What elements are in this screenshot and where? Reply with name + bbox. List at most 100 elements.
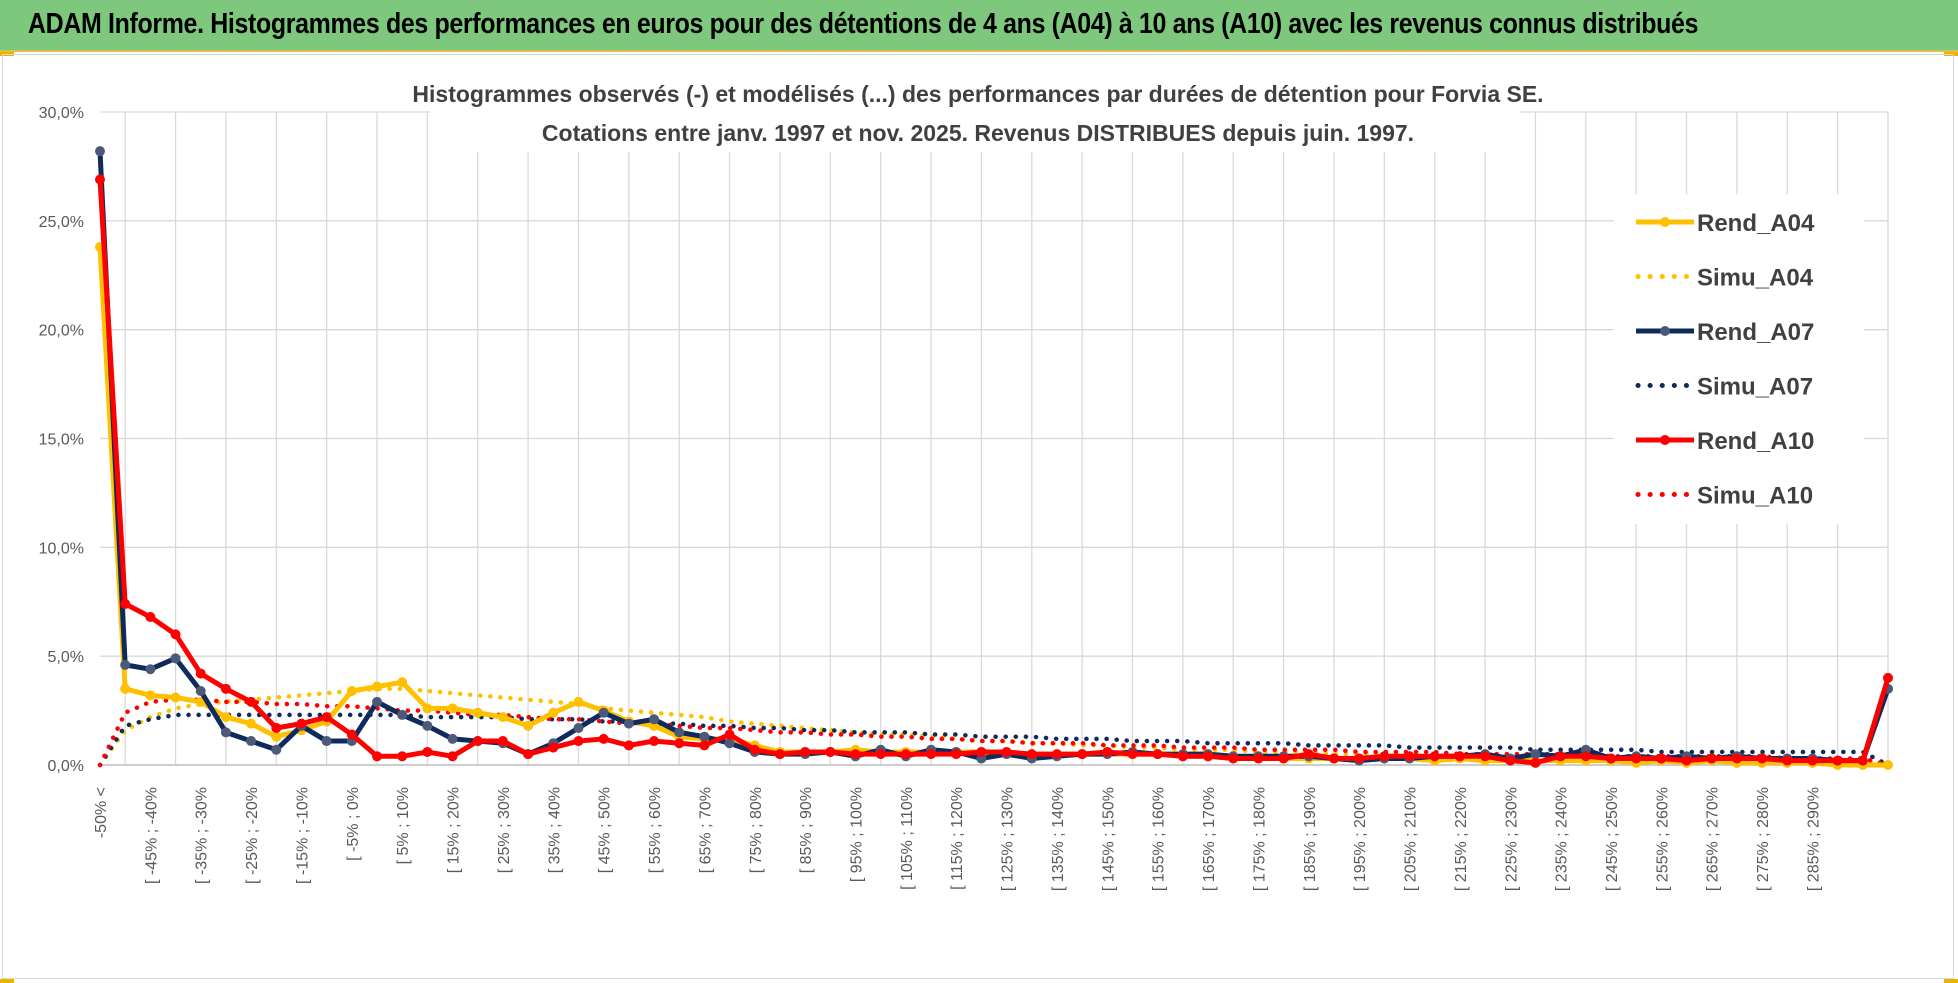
x-tick-label: [ 225% ; 230% <box>1503 787 1520 891</box>
data-point-Rend_A04 <box>422 703 433 714</box>
data-point-Rend_A10 <box>1555 751 1566 762</box>
data-point-Rend_A10 <box>1807 755 1818 766</box>
chart-title-block: Histogrammes observés (-) et modélisés (… <box>412 76 1544 152</box>
y-tick-label: 25,0% <box>39 214 84 231</box>
data-point-Rend_A10 <box>372 751 383 762</box>
data-point-Rend_A10 <box>1177 751 1188 762</box>
data-point-Rend_A10 <box>1026 749 1037 760</box>
x-tick-label: [ 55% ; 60% <box>647 787 664 873</box>
legend-marker <box>1660 326 1670 336</box>
x-tick-label: [ -15% ; -10% <box>294 787 311 884</box>
x-tick-label: [ 105% ; 110% <box>899 787 916 890</box>
y-tick-label: 20,0% <box>39 323 84 340</box>
data-point-Rend_A10 <box>397 751 408 762</box>
data-point-Rend_A10 <box>447 751 458 762</box>
chart-subtitle: Cotations entre janv. 1997 et nov. 2025.… <box>542 120 1414 146</box>
y-tick-label: 0,0% <box>48 758 84 775</box>
data-point-Rend_A10 <box>1782 755 1793 766</box>
report-banner: ADAM Informe. Histogrammes des performan… <box>0 0 1958 52</box>
legend-marker <box>1660 435 1670 445</box>
data-point-Rend_A10 <box>120 598 131 609</box>
data-point-Rend_A10 <box>976 746 987 757</box>
data-point-Rend_A10 <box>1580 751 1591 762</box>
data-point-Rend_A10 <box>926 749 937 760</box>
chart-title-background <box>430 76 1520 152</box>
data-point-Rend_A10 <box>800 746 811 757</box>
data-point-Rend_A10 <box>649 736 660 747</box>
data-point-Rend_A10 <box>1102 746 1113 757</box>
legend-label: Simu_A07 <box>1697 374 1813 401</box>
data-point-Rend_A04 <box>220 712 231 723</box>
data-point-Rend_A04 <box>497 712 508 723</box>
data-point-Rend_A10 <box>346 729 357 740</box>
data-point-Rend_A10 <box>1328 753 1339 764</box>
x-tick-label: [ 95% ; 100% <box>848 787 865 882</box>
data-point-Rend_A10 <box>220 683 231 694</box>
chart-title: Histogrammes observés (-) et modélisés (… <box>412 81 1543 107</box>
data-point-Rend_A10 <box>1127 749 1138 760</box>
data-point-Rend_A07 <box>397 709 408 720</box>
x-tick-label: -50% < <box>93 787 110 838</box>
legend-label: Rend_A07 <box>1697 319 1814 346</box>
data-point-Rend_A10 <box>1681 755 1692 766</box>
data-point-Rend_A10 <box>1203 751 1214 762</box>
data-point-Rend_A10 <box>1278 753 1289 764</box>
data-point-Rend_A04 <box>573 696 584 707</box>
data-point-Rend_A07 <box>145 664 156 675</box>
data-point-Rend_A04 <box>447 703 458 714</box>
x-tick-label: [ 25% ; 30% <box>496 787 513 873</box>
data-point-Rend_A10 <box>774 749 785 760</box>
data-point-Rend_A10 <box>1530 757 1541 768</box>
data-point-Rend_A10 <box>321 712 332 723</box>
data-point-Rend_A10 <box>1051 749 1062 760</box>
data-point-Rend_A04 <box>170 692 181 703</box>
data-point-Rend_A10 <box>195 668 206 679</box>
data-point-Rend_A07 <box>195 685 206 696</box>
data-point-Rend_A10 <box>1379 751 1390 762</box>
x-tick-label: [ -35% ; -30% <box>194 787 211 884</box>
x-tick-label: [ 245% ; 250% <box>1604 787 1621 891</box>
data-point-Rend_A04 <box>346 685 357 696</box>
x-tick-label: [ 215% ; 220% <box>1453 787 1470 891</box>
x-tick-label: [ -5% ; 0% <box>345 787 362 861</box>
x-axis-tick-labels: -50% < [ -45% ; -40% [ -35% ; -30% [ -25% ;… <box>93 787 1822 891</box>
data-point-Rend_A10 <box>850 749 861 760</box>
data-point-Rend_A10 <box>724 729 735 740</box>
data-point-Rend_A04 <box>271 731 282 742</box>
legend-marker <box>1660 217 1670 227</box>
chart-legend: Rend_A04 Simu_A04 Rend_A07 Simu_A07 Rend_A10… <box>1614 194 1864 524</box>
data-point-Rend_A10 <box>1731 753 1742 764</box>
data-point-Rend_A07 <box>623 718 634 729</box>
x-tick-label: [ 255% ; 260% <box>1654 787 1671 891</box>
data-point-Rend_A10 <box>246 696 257 707</box>
data-point-Rend_A04 <box>548 707 559 718</box>
data-point-Rend_A10 <box>598 733 609 744</box>
x-tick-label: [ 135% ; 140% <box>1050 787 1067 891</box>
data-point-Rend_A10 <box>1857 755 1868 766</box>
data-point-Rend_A07 <box>573 722 584 733</box>
data-point-Rend_A10 <box>1832 755 1843 766</box>
x-tick-label: [ 125% ; 130% <box>1000 787 1017 891</box>
data-point-Rend_A07 <box>447 733 458 744</box>
y-tick-label: 30,0% <box>39 105 84 122</box>
data-point-Rend_A10 <box>623 740 634 751</box>
data-point-Rend_A04 <box>120 683 131 694</box>
data-point-Rend_A10 <box>1429 751 1440 762</box>
data-point-Rend_A04 <box>1883 760 1893 770</box>
data-point-Rend_A07 <box>1530 749 1541 760</box>
data-point-Rend_A10 <box>1480 751 1491 762</box>
data-point-Rend_A04 <box>397 677 408 688</box>
x-tick-label: [ 275% ; 280% <box>1755 787 1772 891</box>
chart-series <box>95 146 1893 770</box>
y-tick-label: 5,0% <box>48 649 84 666</box>
data-point-Rend_A10 <box>95 174 105 185</box>
data-point-Rend_A07 <box>598 707 609 718</box>
data-point-Rend_A10 <box>1077 749 1088 760</box>
data-point-Rend_A07 <box>674 727 685 738</box>
data-point-Rend_A10 <box>1152 749 1163 760</box>
x-tick-label: [ 45% ; 50% <box>597 787 614 873</box>
x-tick-label: [ 115% ; 120% <box>949 787 966 890</box>
data-point-Rend_A10 <box>170 629 181 640</box>
data-point-Rend_A10 <box>1404 751 1415 762</box>
